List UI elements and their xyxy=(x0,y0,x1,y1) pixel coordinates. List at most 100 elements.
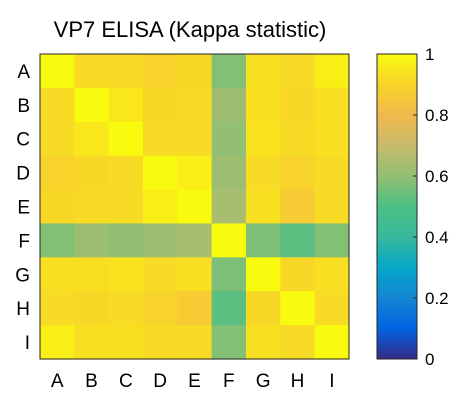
heatmap-cell-I-B xyxy=(74,325,110,360)
heatmap-cell-H-A xyxy=(40,291,75,326)
heatmap-cell-C-H xyxy=(280,121,316,157)
y-tick-label: C xyxy=(16,130,30,151)
heatmap-cell-G-I xyxy=(314,257,350,292)
heatmap-cell-D-A xyxy=(40,155,75,191)
x-tick-label: D xyxy=(153,371,167,392)
heatmap-cell-H-B xyxy=(74,291,110,326)
heatmap-cell-H-F xyxy=(211,291,247,326)
heatmap-cell-E-D xyxy=(143,189,178,225)
heatmap-cell-E-B xyxy=(74,189,110,225)
y-tick-label: A xyxy=(17,62,30,83)
colorbar-tick-label: 1 xyxy=(425,45,434,64)
heatmap-cell-C-C xyxy=(108,121,144,157)
heatmap-cell-E-E xyxy=(177,189,213,225)
x-tick-label: B xyxy=(85,371,98,392)
heatmap-cell-D-I xyxy=(314,155,350,191)
heatmap-cell-F-H xyxy=(280,223,316,258)
heatmap-cell-C-B xyxy=(74,121,110,157)
y-tick-label: B xyxy=(17,96,30,117)
x-tick-label: I xyxy=(329,371,334,392)
chart-title: VP7 ELISA (Kappa statistic) xyxy=(54,17,327,42)
heatmap-cell-A-G xyxy=(246,54,281,89)
colorbar xyxy=(376,53,418,360)
x-tick-label: C xyxy=(119,371,133,392)
heatmap-cell-F-B xyxy=(74,223,110,258)
y-tick-label: F xyxy=(18,231,30,252)
x-tick-label: F xyxy=(223,371,235,392)
heatmap-cell-D-G xyxy=(246,155,281,191)
heatmap-cell-A-A xyxy=(40,54,75,89)
y-tick-label: D xyxy=(16,164,30,185)
x-tick-label: G xyxy=(256,371,271,392)
y-tick-label: H xyxy=(16,299,30,320)
plot-frame xyxy=(39,53,350,360)
colorbar-tick-label: 0.6 xyxy=(425,167,449,186)
heatmap-cell-D-B xyxy=(74,155,110,191)
heatmap-cell-B-C xyxy=(108,87,144,123)
heatmap-cell-B-I xyxy=(314,87,350,123)
heatmap-cell-B-E xyxy=(177,87,213,123)
x-tick-label: A xyxy=(51,371,64,392)
heatmap-cell-B-G xyxy=(246,87,281,123)
heatmap-cell-I-H xyxy=(280,325,316,360)
heatmap-cell-A-I xyxy=(314,54,350,89)
heatmap-cell-F-A xyxy=(40,223,75,258)
heatmap-cell-F-E xyxy=(177,223,213,258)
x-tick-label: E xyxy=(188,371,201,392)
heatmap-cell-G-D xyxy=(143,257,178,292)
y-tick-label: E xyxy=(17,198,30,219)
heatmap-cell-D-F xyxy=(211,155,247,191)
heatmap-cell-C-I xyxy=(314,121,350,157)
heatmap-cell-F-C xyxy=(108,223,144,258)
y-tick-label: G xyxy=(15,265,30,286)
heatmap-cell-A-E xyxy=(177,54,213,89)
heatmap-cell-A-B xyxy=(74,54,110,89)
heatmap-cell-I-C xyxy=(108,325,144,360)
heatmap-cell-I-G xyxy=(246,325,281,360)
heatmap-cell-G-B xyxy=(74,257,110,292)
colorbar-tick-label: 0.4 xyxy=(425,228,449,247)
heatmap-cell-C-F xyxy=(211,121,247,157)
y-tick-label: I xyxy=(25,333,30,354)
heatmap-cell-E-A xyxy=(40,189,75,225)
heatmap-cell-B-D xyxy=(143,87,178,123)
colorbar-tick-label: 0.8 xyxy=(425,106,449,125)
heatmap-cell-E-F xyxy=(211,189,247,225)
heatmap-cell-C-G xyxy=(246,121,281,157)
heatmap-cell-C-E xyxy=(177,121,213,157)
heatmap-cell-D-D xyxy=(143,155,178,191)
x-tick-label: H xyxy=(291,371,305,392)
heatmap-cell-G-G xyxy=(246,257,281,292)
heatmap-cell-H-C xyxy=(108,291,144,326)
heatmap-cell-B-B xyxy=(74,87,110,123)
heatmap-cell-I-D xyxy=(143,325,178,360)
heatmap-cell-G-E xyxy=(177,257,213,292)
heatmap-cell-H-H xyxy=(280,291,316,326)
heatmap-cell-A-F xyxy=(211,54,247,89)
heatmap-cell-E-H xyxy=(280,189,316,225)
heatmap-cell-C-A xyxy=(40,121,75,157)
heatmap-cell-F-G xyxy=(246,223,281,258)
heatmap-cell-D-C xyxy=(108,155,144,191)
heatmap-cell-E-I xyxy=(314,189,350,225)
heatmap-cell-H-I xyxy=(314,291,350,326)
heatmap-cell-B-A xyxy=(40,87,75,123)
heatmap-cell-I-A xyxy=(40,325,75,360)
heatmap-cell-B-H xyxy=(280,87,316,123)
heatmap-cell-G-A xyxy=(40,257,75,292)
heatmap-cell-C-D xyxy=(143,121,178,157)
heatmap-cell-E-C xyxy=(108,189,144,225)
colorbar-ticks: 0 0.2 0.4 0.6 0.8 1 xyxy=(413,45,449,369)
heatmap-cell-G-H xyxy=(280,257,316,292)
heatmap-cell-E-G xyxy=(246,189,281,225)
heatmap-cells xyxy=(40,54,350,360)
colorbar-tick-label: 0 xyxy=(425,350,434,369)
heatmap-cell-F-I xyxy=(314,223,350,258)
heatmap-cell-F-F xyxy=(211,223,247,258)
heatmap-cell-I-I xyxy=(314,325,350,360)
heatmap-cell-A-D xyxy=(143,54,178,89)
colorbar-tick-label: 0.2 xyxy=(425,289,449,308)
